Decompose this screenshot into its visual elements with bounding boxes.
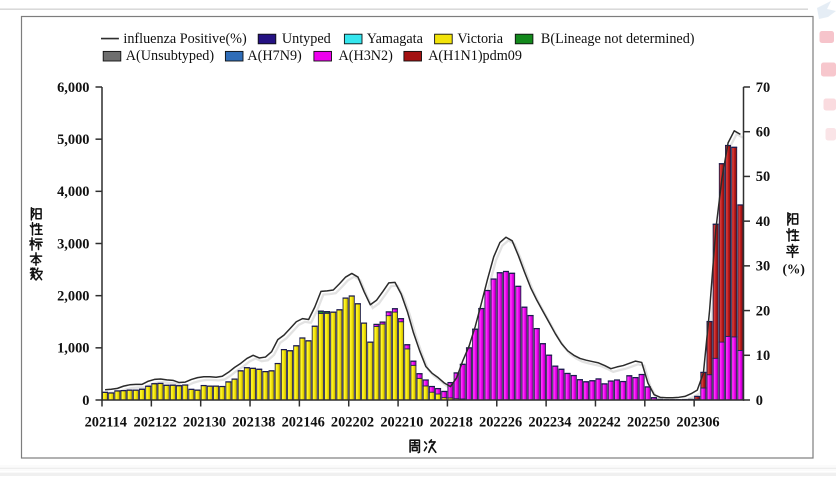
svg-text:202138: 202138 bbox=[232, 415, 275, 431]
svg-text:50: 50 bbox=[756, 169, 770, 185]
svg-text:6,000: 6,000 bbox=[57, 80, 89, 96]
svg-text:A(Unsubtyped): A(Unsubtyped) bbox=[126, 48, 215, 64]
svg-text:(%): (%) bbox=[782, 262, 805, 277]
svg-text:Untyped: Untyped bbox=[282, 31, 331, 47]
svg-text:202234: 202234 bbox=[528, 415, 571, 431]
svg-text:1,000: 1,000 bbox=[57, 341, 89, 357]
svg-text:4,000: 4,000 bbox=[57, 184, 89, 200]
svg-text:202306: 202306 bbox=[676, 415, 719, 431]
svg-text:202130: 202130 bbox=[183, 415, 226, 431]
svg-text:30: 30 bbox=[756, 259, 770, 275]
svg-text:202210: 202210 bbox=[380, 415, 423, 431]
svg-text:202114: 202114 bbox=[85, 415, 127, 431]
svg-text:influenza Positive(%): influenza Positive(%) bbox=[123, 31, 247, 47]
svg-text:2,000: 2,000 bbox=[57, 289, 89, 305]
svg-text:Yamagata: Yamagata bbox=[367, 31, 424, 47]
svg-text:0: 0 bbox=[82, 393, 89, 409]
svg-text:202250: 202250 bbox=[627, 415, 670, 431]
svg-text:40: 40 bbox=[756, 214, 770, 230]
svg-text:202226: 202226 bbox=[479, 415, 522, 431]
svg-text:5,000: 5,000 bbox=[57, 132, 89, 148]
svg-text:0: 0 bbox=[756, 393, 763, 409]
svg-text:70: 70 bbox=[756, 80, 770, 96]
svg-text:60: 60 bbox=[756, 125, 770, 141]
svg-text:20: 20 bbox=[756, 303, 770, 319]
svg-text:10: 10 bbox=[756, 348, 770, 364]
svg-text:B(Lineage not determined): B(Lineage not determined) bbox=[541, 31, 695, 47]
svg-text:202242: 202242 bbox=[578, 415, 621, 431]
svg-text:A(H1N1)pdm09: A(H1N1)pdm09 bbox=[428, 48, 522, 64]
svg-text:A(H3N2): A(H3N2) bbox=[339, 48, 394, 64]
svg-text:202146: 202146 bbox=[282, 415, 325, 431]
svg-text:3,000: 3,000 bbox=[57, 236, 89, 252]
svg-text:202202: 202202 bbox=[331, 415, 374, 431]
svg-text:202122: 202122 bbox=[134, 415, 177, 431]
svg-text:Victoria: Victoria bbox=[457, 31, 503, 47]
svg-text:202218: 202218 bbox=[430, 415, 473, 431]
svg-text:A(H7N9): A(H7N9) bbox=[247, 48, 302, 64]
